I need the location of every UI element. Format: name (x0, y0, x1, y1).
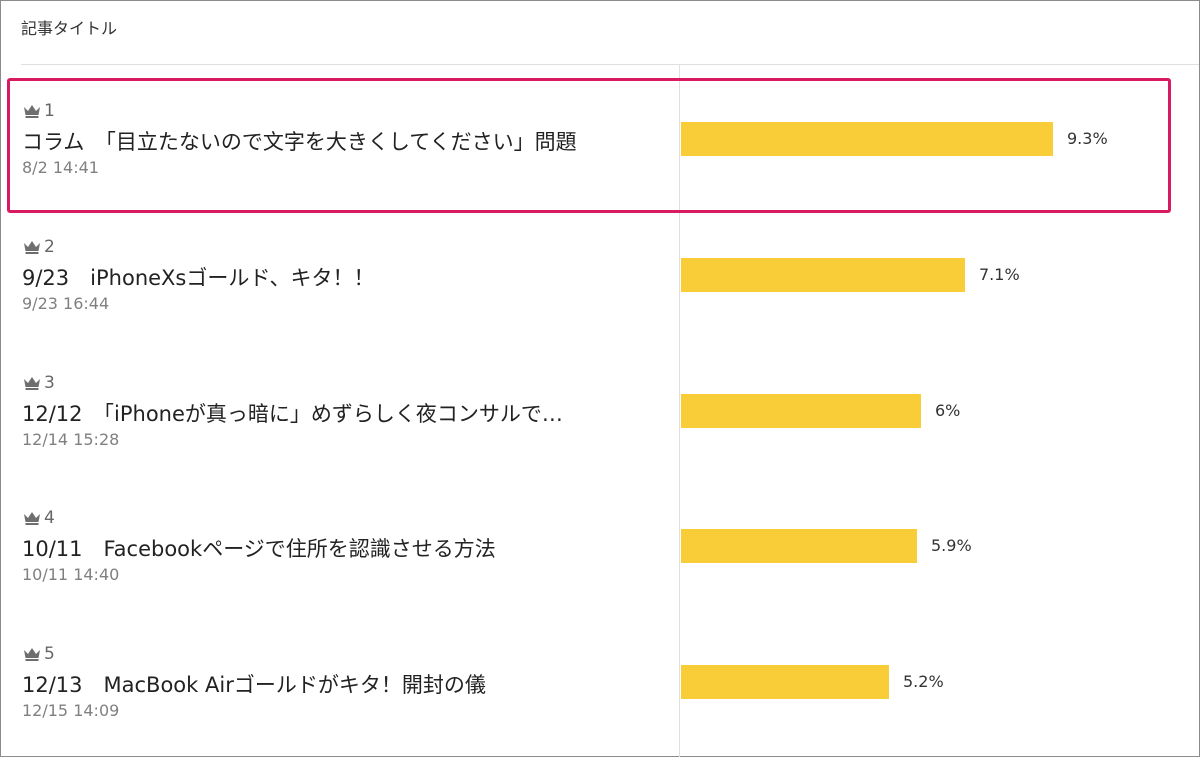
share-percent: 7.1% (979, 265, 1020, 284)
rank-number: 2 (44, 237, 55, 257)
share-percent: 9.3% (1067, 129, 1108, 148)
crown-icon (24, 512, 40, 525)
crown-icon (24, 105, 40, 118)
article-date: 12/14 15:28 (22, 430, 120, 449)
rank-badge: 3 (23, 373, 55, 393)
rank-badge: 5 (23, 644, 55, 664)
share-bar (681, 394, 921, 428)
share-bar (681, 665, 889, 699)
article-date: 10/11 14:40 (22, 565, 120, 584)
share-bar (681, 122, 1053, 156)
share-percent: 6% (935, 401, 961, 420)
ranking-row[interactable]: 3 12/12 「iPhoneが真っ暗に」めずらしく夜コンサルで… 12/14 … (1, 373, 1199, 509)
crown-icon (24, 648, 40, 661)
article-title-link[interactable]: コラム 「目立たないので文字を大きくしてください」問題 (22, 130, 577, 154)
ranking-row[interactable]: 2 9/23 iPhoneXsゴールド、キタ！！ 9/23 16:44 7.1% (1, 237, 1199, 373)
article-date: 12/15 14:09 (22, 701, 120, 720)
rank-badge: 1 (23, 101, 55, 121)
crown-icon (24, 241, 40, 254)
article-date: 8/2 14:41 (22, 158, 99, 177)
share-percent: 5.9% (931, 536, 972, 555)
rank-number: 3 (44, 373, 55, 393)
column-header-article-title: 記事タイトル (21, 19, 118, 38)
share-bar (681, 258, 965, 292)
rank-badge: 4 (23, 508, 55, 528)
article-title-link[interactable]: 10/11 Facebookページで住所を認識させる方法 (22, 537, 496, 561)
ranking-row[interactable]: 5 12/13 MacBook Airゴールドがキタ！開封の儀 12/15 14… (1, 644, 1199, 780)
rank-number: 4 (44, 508, 55, 528)
ranking-panel: 記事タイトル 1 コラム 「目立たないので文字を大きくしてください」問題 8/2… (0, 0, 1200, 757)
article-date: 9/23 16:44 (22, 294, 110, 313)
ranking-row[interactable]: 4 10/11 Facebookページで住所を認識させる方法 10/11 14:… (1, 508, 1199, 644)
share-percent: 5.2% (903, 672, 944, 691)
article-title-link[interactable]: 9/23 iPhoneXsゴールド、キタ！！ (22, 266, 375, 290)
ranking-row[interactable]: 1 コラム 「目立たないので文字を大きくしてください」問題 8/2 14:41 … (1, 101, 1199, 237)
article-title-link[interactable]: 12/12 「iPhoneが真っ暗に」めずらしく夜コンサルで… (22, 402, 563, 426)
crown-icon (24, 377, 40, 390)
article-title-link[interactable]: 12/13 MacBook Airゴールドがキタ！開封の儀 (22, 673, 486, 697)
column-divider (679, 65, 680, 757)
rank-number: 1 (44, 101, 55, 121)
share-bar (681, 529, 917, 563)
rank-badge: 2 (23, 237, 55, 257)
header-divider (21, 64, 1199, 65)
rank-number: 5 (44, 644, 55, 664)
